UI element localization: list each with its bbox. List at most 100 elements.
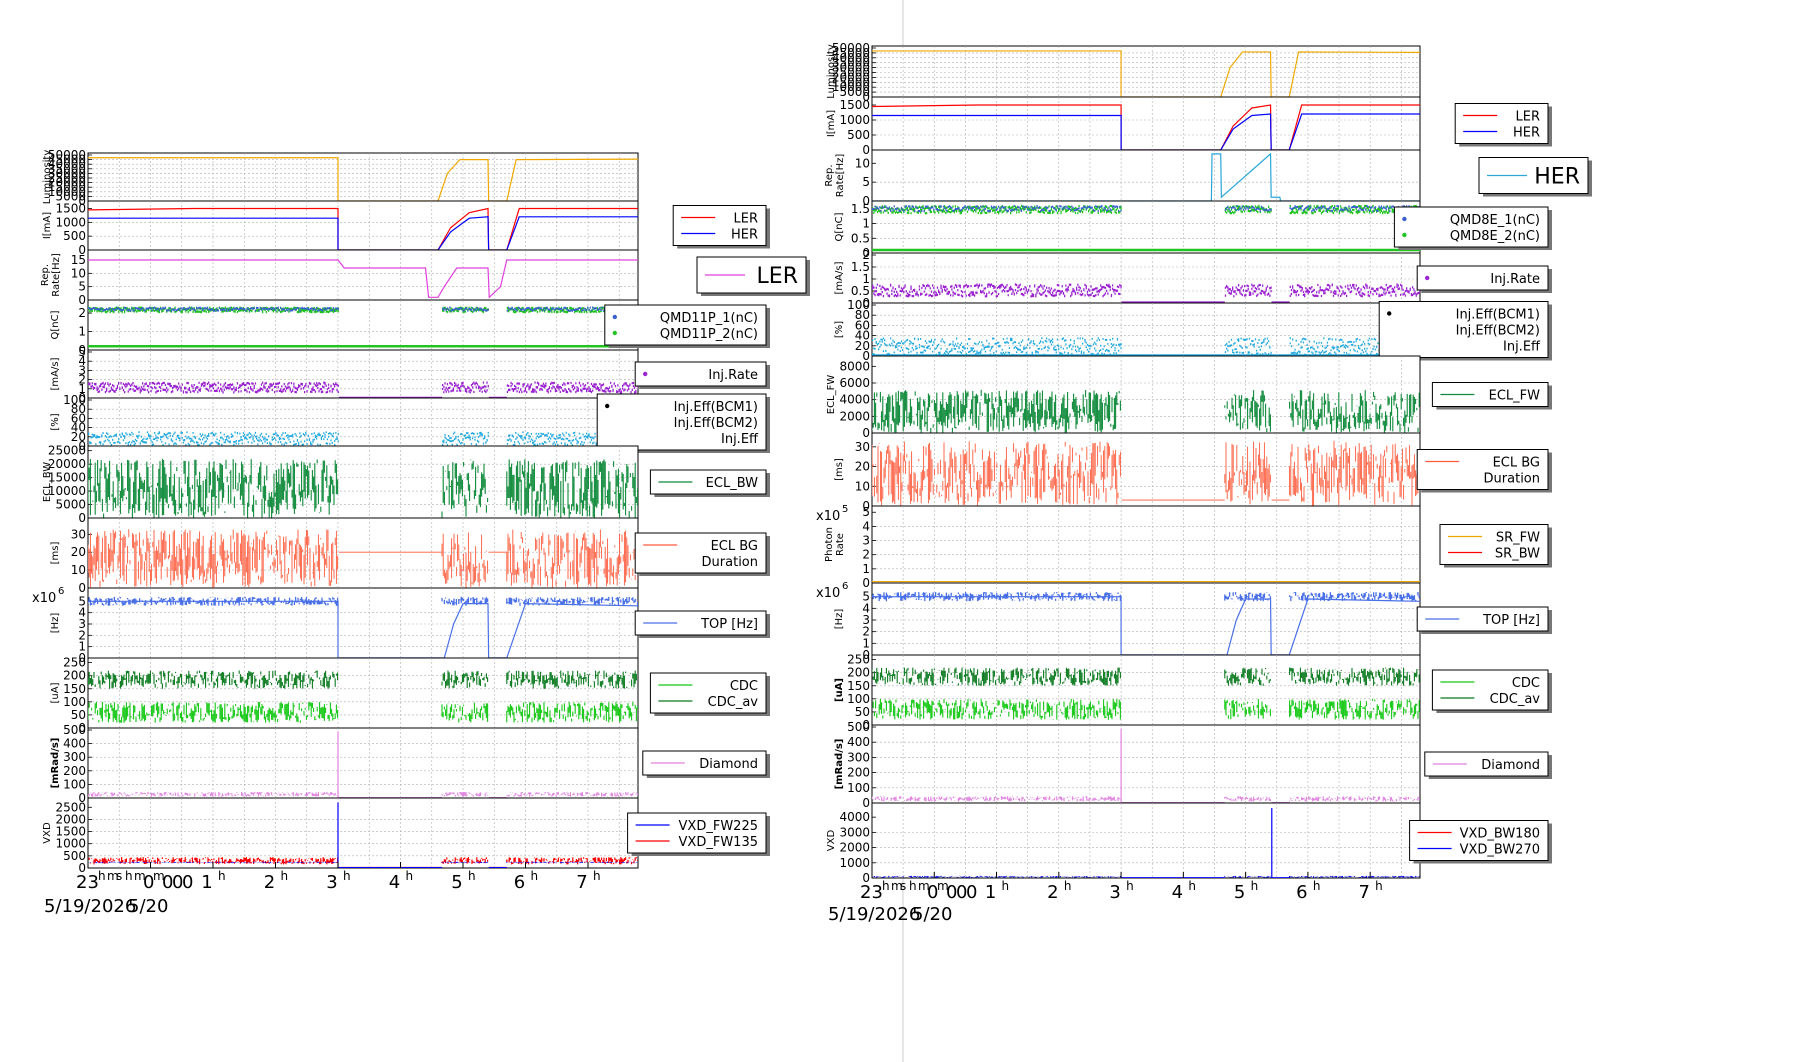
y-tick-label: 10 — [855, 479, 870, 493]
y-tick-label: 0 — [78, 511, 86, 525]
y-axis-label: Rep. — [824, 164, 835, 186]
y-tick-label: 400 — [847, 735, 870, 749]
legend-label: QMD11P_1(nC) — [660, 311, 758, 326]
y-tick-label: 30000 — [48, 166, 86, 180]
legend-label: Diamond — [699, 757, 758, 772]
y-tick-label: 0 — [862, 194, 870, 208]
y-tick-label: 40000 — [832, 51, 870, 65]
y-tick-label: 300 — [63, 750, 86, 764]
right-legend-eff: Inj.Eff(BCM1)Inj.Eff(BCM2)Inj.Eff — [1378, 301, 1552, 361]
y-tick-label: 20 — [71, 545, 86, 559]
legend-box — [649, 672, 767, 714]
y-tick-label: 100 — [63, 393, 86, 407]
y-tick-label: 0 — [78, 861, 86, 875]
legend-label: CDC_av — [1490, 692, 1541, 707]
y-tick-label: 0 — [78, 651, 86, 665]
y-tick-label: 5 — [78, 345, 86, 359]
y-tick-label: 15 — [71, 253, 86, 267]
legend-box — [1378, 301, 1549, 358]
panel-frame — [871, 654, 1421, 726]
legend-label: CDC_av — [708, 695, 759, 710]
legend-swatch — [1425, 275, 1430, 281]
y-tick-label: 80 — [855, 308, 870, 322]
x-tick-label: 0 — [182, 872, 193, 893]
x-tick-label: 2 — [264, 872, 275, 893]
legend-label: QMD8E_1(nC) — [1450, 213, 1540, 228]
x-tick-cluster: s — [116, 869, 122, 883]
panel-frame — [871, 96, 1421, 151]
x-tick-cluster: m — [134, 869, 146, 883]
x-tick-unit: h — [593, 869, 601, 883]
y-axis-label: [mRad/s] — [50, 738, 61, 789]
series-eff — [872, 337, 1420, 356]
legend-label: Diamond — [1481, 758, 1540, 773]
legend-label: VXD_BW270 — [1460, 843, 1540, 858]
series-band — [872, 204, 1420, 213]
legend-swatch — [643, 371, 648, 377]
y-tick-label: 6000 — [839, 376, 870, 390]
series-line — [88, 216, 638, 250]
x-tick-cluster: h — [125, 869, 133, 883]
legend-swatch — [1387, 311, 1392, 316]
y-tick-label: 300 — [847, 750, 870, 764]
y-axis-label: Luminosity — [826, 44, 837, 99]
y-tick-label: 250 — [847, 653, 870, 667]
panel-frame — [871, 505, 1421, 584]
y-tick-label: 10 — [71, 563, 86, 577]
right-legend-dia: Diamond — [1424, 751, 1552, 779]
y-tick-label: 3 — [78, 363, 86, 377]
series-top — [872, 592, 1420, 655]
y-axis-label: Rate — [835, 533, 846, 556]
y-tick-label: 0 — [862, 576, 870, 590]
y-tick-label: 1 — [862, 272, 870, 286]
x-tick-label: 3 — [1109, 882, 1120, 903]
y-tick-label: 1 — [862, 636, 870, 650]
x-tick-cluster: 0 — [172, 872, 183, 893]
series-bgd — [88, 529, 638, 588]
x-tick-cluster: 0 — [143, 872, 154, 893]
y-tick-label: 0 — [862, 718, 870, 732]
y-tick-label: 0 — [862, 796, 870, 810]
y-tick-label: 2 — [78, 373, 86, 387]
y-tick-label: 50 — [855, 705, 870, 719]
series-cur — [88, 207, 638, 250]
y-tick-label: 400 — [63, 737, 86, 751]
y-tick-label: 0 — [862, 143, 870, 157]
y-tick-label: 1000 — [839, 856, 870, 870]
right-panel-q: 1.510.50 Q[nC] QMD8E_1(nC)QMD8E_2(nC) — [834, 200, 1552, 260]
y-tick-label: 250 — [63, 656, 86, 670]
y-tick-label: 100 — [847, 692, 870, 706]
date-label: 5/19/2026 — [44, 896, 136, 917]
y-tick-label: 0 — [78, 343, 86, 357]
legend-swatch — [612, 314, 617, 320]
series-band — [88, 431, 638, 446]
y-axis-label: [%] — [50, 413, 61, 430]
x-tick-label: 5 — [451, 872, 462, 893]
y-tick-label: 35000 — [48, 162, 86, 176]
y-axis-label: Luminosity — [42, 150, 53, 205]
y-tick-label: 1 — [78, 325, 86, 339]
y-tick-label: 1 — [78, 382, 86, 396]
y-tick-label: 1000 — [55, 837, 86, 851]
y-tick-label: 5000 — [839, 85, 870, 99]
y-tick-label: 0 — [862, 499, 870, 513]
y-tick-label: 20000 — [832, 70, 870, 84]
y-tick-label: 15000 — [48, 180, 86, 194]
y-tick-label: 40 — [71, 421, 86, 435]
x-tick-cluster: m — [891, 879, 903, 893]
legend-box — [1439, 524, 1549, 565]
legend-label: Inj.Eff(BCM2) — [674, 416, 758, 431]
x-tick-cluster: s — [900, 879, 906, 893]
y-tick-label: 100 — [63, 695, 86, 709]
exponent-label: x10 — [32, 591, 56, 606]
y-axis-label: Rate[Hz] — [51, 253, 62, 297]
y-tick-label: 5000 — [55, 498, 86, 512]
x-tick-label: 1 — [985, 882, 996, 903]
